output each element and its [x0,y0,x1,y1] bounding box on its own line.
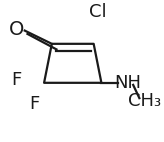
Text: CH₃: CH₃ [128,92,161,110]
Text: NH: NH [114,74,141,92]
Text: F: F [11,71,21,89]
Text: F: F [30,95,40,113]
Text: Cl: Cl [90,3,107,21]
Text: O: O [9,20,24,39]
